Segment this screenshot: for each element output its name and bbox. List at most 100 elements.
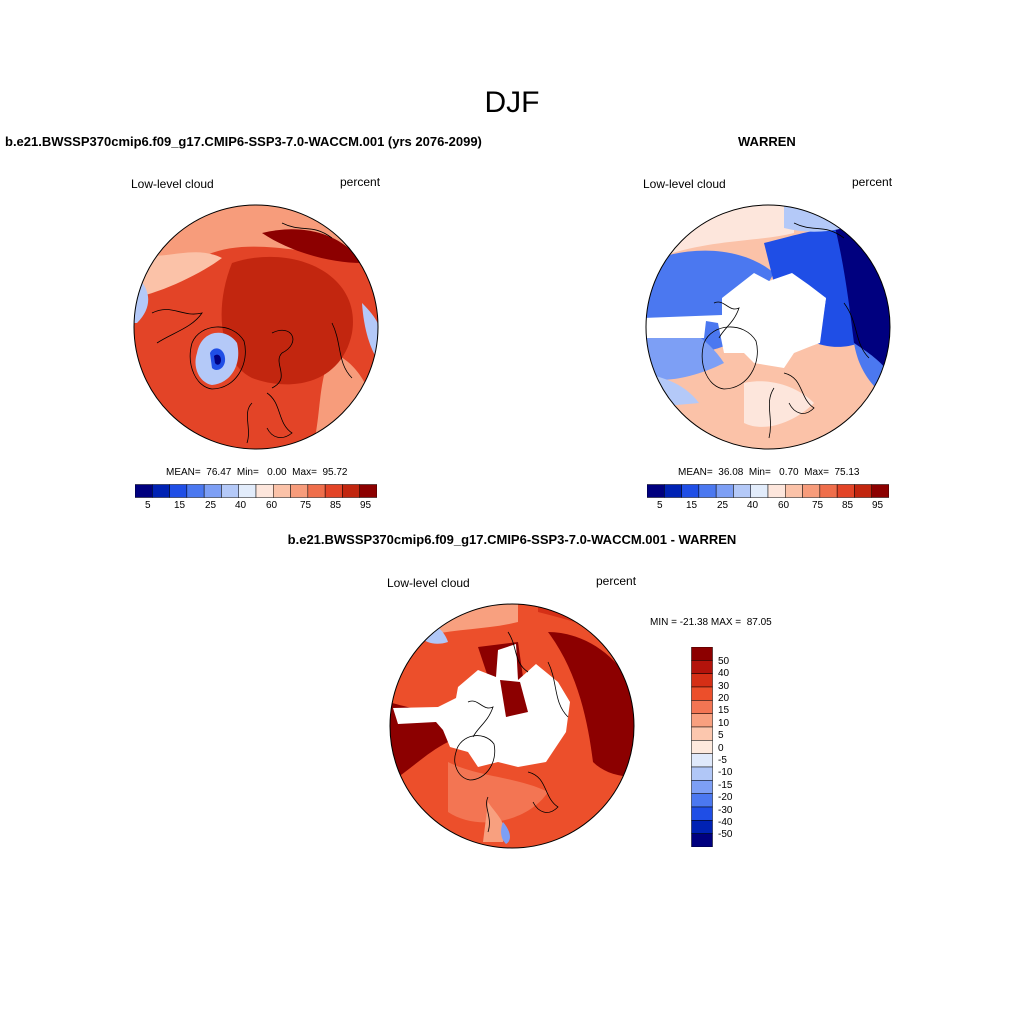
model-variable-label: Low-level cloud	[131, 177, 214, 191]
colorbar-swatch	[854, 484, 872, 498]
colorbar-swatch	[691, 753, 713, 768]
colorbar-swatch	[664, 484, 682, 498]
cloud-field-region	[362, 303, 378, 363]
colorbar-swatch	[691, 660, 713, 674]
colorbar-label: 15	[718, 705, 730, 716]
cloud-field-region	[448, 762, 548, 823]
colorbar-swatch	[691, 833, 713, 847]
colorbar-swatch	[203, 484, 222, 498]
colorbar-swatch	[836, 484, 855, 498]
colorbar-swatch	[691, 793, 713, 808]
colorbar-swatch	[691, 780, 713, 794]
coastline	[151, 309, 203, 344]
colorbar-tick: 85	[842, 500, 854, 511]
coastline	[713, 301, 740, 339]
model-polar-map	[133, 204, 379, 450]
obs-variable-label: Low-level cloud	[643, 177, 726, 191]
cloud-field-region	[262, 229, 362, 263]
obs-colorbar-ticks: 5 15 25 40 60 75 85 95	[647, 500, 889, 514]
model-colorbar	[135, 484, 377, 498]
cloud-field-region	[548, 632, 634, 777]
colorbar-swatch	[359, 484, 377, 498]
colorbar-swatch	[691, 713, 713, 728]
colorbar-swatch	[290, 484, 309, 498]
colorbar-label: 50	[718, 656, 730, 667]
colorbar-tick: 40	[747, 500, 759, 511]
colorbar-swatch	[342, 484, 360, 498]
obs-stats: MEAN= 36.08 Min= 0.70 Max= 75.13	[678, 467, 860, 478]
model-units-label: percent	[340, 175, 381, 189]
colorbar-swatch	[691, 700, 713, 714]
coastline	[768, 387, 775, 439]
cloud-field-region	[134, 252, 222, 298]
coastline	[467, 700, 494, 738]
coastline	[189, 326, 246, 390]
coastline	[454, 735, 496, 781]
coastline	[793, 222, 845, 239]
colorbar-label: 30	[718, 681, 730, 692]
colorbar-tick: 5	[145, 500, 151, 511]
diff-units-label: percent	[596, 574, 637, 588]
colorbar-swatch	[802, 484, 821, 498]
colorbar-tick: 95	[872, 500, 884, 511]
colorbar-label: 10	[718, 718, 730, 729]
coastline	[246, 402, 253, 444]
colorbar-swatch	[186, 484, 205, 498]
obs-polar-map	[645, 204, 891, 450]
colorbar-label: -10	[718, 767, 733, 778]
colorbar-label: -5	[718, 755, 727, 766]
map-boundary	[389, 603, 635, 849]
colorbar-swatch	[733, 484, 751, 498]
colorbar-label: 20	[718, 693, 730, 704]
coastline	[783, 372, 815, 414]
colorbar-tick: 40	[235, 500, 247, 511]
colorbar-label: -50	[718, 829, 733, 840]
colorbar-swatch	[221, 484, 239, 498]
colorbar-tick: 95	[360, 500, 372, 511]
cloud-field-region	[221, 256, 353, 385]
coastline	[271, 329, 294, 389]
coastline	[507, 631, 529, 673]
colorbar-label: -40	[718, 817, 733, 828]
coastline	[547, 661, 569, 718]
cloud-field-region	[744, 381, 814, 427]
diff-panel-title: b.e21.BWSSP370cmip6.f09_g17.CMIP6-SSP3-7…	[287, 532, 737, 547]
colorbar-swatch	[691, 647, 713, 661]
colorbar-swatch	[691, 686, 713, 701]
figure-title: DJF	[484, 86, 540, 119]
colorbar-swatch	[307, 484, 326, 498]
obs-colorbar	[647, 484, 889, 498]
colorbar-swatch	[169, 484, 188, 498]
colorbar-swatch	[324, 484, 343, 498]
map-boundary	[645, 204, 891, 450]
colorbar-tick: 25	[205, 500, 217, 511]
colorbar-label: -15	[718, 780, 733, 791]
diff-stats: MIN = -21.38 MAX = 87.05	[650, 617, 772, 628]
model-panel-title: b.e21.BWSSP370cmip6.f09_g17.CMIP6-SSP3-7…	[5, 134, 482, 149]
diff-colorbar	[691, 647, 713, 847]
colorbar-tick: 75	[812, 500, 824, 511]
missing-data-region	[796, 288, 826, 351]
cloud-field-region	[500, 680, 528, 717]
colorbar-swatch	[691, 673, 713, 688]
colorbar-swatch	[750, 484, 769, 498]
colorbar-swatch	[255, 484, 274, 498]
diff-colorbar-labels: 50 40 30 20 15 10 5 0 -5 -10 -15 -20 -30…	[718, 647, 758, 847]
colorbar-tick: 25	[717, 500, 729, 511]
colorbar-swatch	[135, 484, 153, 498]
missing-data-region	[646, 273, 826, 368]
colorbar-tick: 60	[266, 500, 278, 511]
cloud-field-region	[214, 354, 221, 365]
map-boundary	[133, 204, 379, 450]
coastline	[527, 771, 559, 813]
colorbar-swatch	[698, 484, 717, 498]
colorbar-swatch	[691, 726, 713, 741]
colorbar-tick: 15	[686, 500, 698, 511]
coastline	[331, 322, 353, 379]
colorbar-label: 40	[718, 668, 730, 679]
colorbar-label: -30	[718, 805, 733, 816]
coastline	[486, 796, 490, 833]
cloud-field-region	[501, 822, 510, 844]
colorbar-swatch	[785, 484, 803, 498]
obs-units-label: percent	[852, 175, 893, 189]
